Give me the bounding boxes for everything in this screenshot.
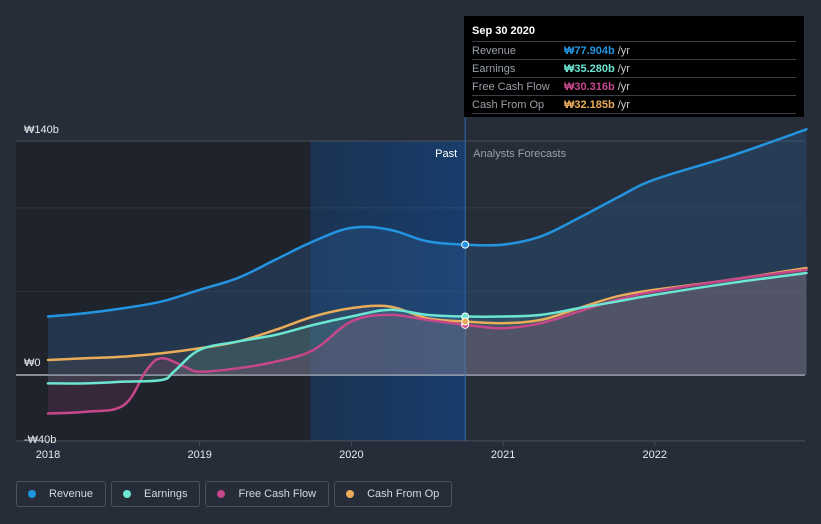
legend-label: Cash From Op bbox=[367, 488, 440, 500]
tooltip-value: ₩32.185b bbox=[564, 99, 615, 111]
cash-from-op-dot-icon bbox=[346, 490, 355, 498]
tooltip: Sep 30 2020 Revenue ₩77.904b /yr Earning… bbox=[464, 16, 804, 117]
legend-label: Free Cash Flow bbox=[238, 488, 317, 500]
x-tick-label: 2019 bbox=[187, 449, 211, 461]
legend-item-cash-from-op[interactable]: Cash From Op bbox=[334, 481, 453, 507]
tooltip-label: Revenue bbox=[472, 45, 517, 57]
data-point-marker bbox=[461, 240, 470, 249]
tooltip-label: Earnings bbox=[472, 63, 516, 75]
x-tick-label: 2021 bbox=[491, 449, 515, 461]
tooltip-unit: /yr bbox=[617, 81, 630, 93]
forecast-label: Analysts Forecasts bbox=[473, 148, 566, 160]
legend-item-earnings[interactable]: Earnings bbox=[111, 481, 201, 507]
tooltip-row-free-cash-flow: Free Cash Flow ₩30.316b /yr bbox=[472, 78, 796, 96]
x-tick-label: 2020 bbox=[339, 449, 363, 461]
tooltip-value: ₩35.280b bbox=[564, 63, 615, 75]
data-point-marker bbox=[461, 317, 470, 326]
y-tick-label: ₩0 bbox=[24, 357, 41, 369]
past-highlight-region bbox=[310, 141, 466, 441]
series-area-earnings bbox=[48, 273, 807, 384]
series-line-cash-from-op bbox=[46, 266, 808, 362]
legend: Revenue Earnings Free Cash Flow Cash Fro… bbox=[16, 481, 453, 507]
tooltip-row-cash-from-op: Cash From Op ₩32.185b /yr bbox=[472, 96, 796, 114]
tooltip-date: Sep 30 2020 bbox=[472, 22, 796, 42]
tooltip-label: Free Cash Flow bbox=[472, 81, 550, 93]
tooltip-value: ₩30.316b bbox=[564, 81, 615, 93]
x-tick-label: 2022 bbox=[643, 449, 667, 461]
legend-item-revenue[interactable]: Revenue bbox=[16, 481, 107, 507]
series-line-revenue bbox=[46, 128, 808, 318]
tooltip-unit: /yr bbox=[617, 45, 630, 57]
revenue-dot-icon bbox=[28, 490, 36, 498]
y-tick-label: ₩140b bbox=[24, 124, 59, 136]
x-tick-label: 2018 bbox=[36, 449, 60, 461]
free-cash-flow-dot-icon bbox=[217, 490, 226, 498]
past-region bbox=[16, 141, 311, 441]
tooltip-unit: /yr bbox=[617, 63, 630, 75]
tooltip-label: Cash From Op bbox=[472, 99, 545, 111]
tooltip-row-earnings: Earnings ₩35.280b /yr bbox=[472, 60, 796, 78]
legend-item-free-cash-flow[interactable]: Free Cash Flow bbox=[205, 481, 330, 507]
tooltip-row-revenue: Revenue ₩77.904b /yr bbox=[472, 42, 796, 60]
series-area-free-cash-flow bbox=[48, 269, 807, 414]
earnings-dot-icon bbox=[123, 490, 132, 498]
past-label: Past bbox=[435, 148, 457, 160]
series-line-free-cash-flow bbox=[46, 268, 808, 415]
y-tick-label: -₩40b bbox=[24, 434, 56, 446]
series-line-earnings bbox=[46, 271, 808, 385]
series-area-revenue bbox=[48, 129, 807, 375]
tooltip-value: ₩77.904b bbox=[564, 45, 615, 57]
series-area-cash-from-op bbox=[48, 268, 807, 375]
legend-label: Revenue bbox=[49, 488, 94, 500]
legend-label: Earnings bbox=[144, 488, 188, 500]
tooltip-unit: /yr bbox=[617, 99, 630, 111]
